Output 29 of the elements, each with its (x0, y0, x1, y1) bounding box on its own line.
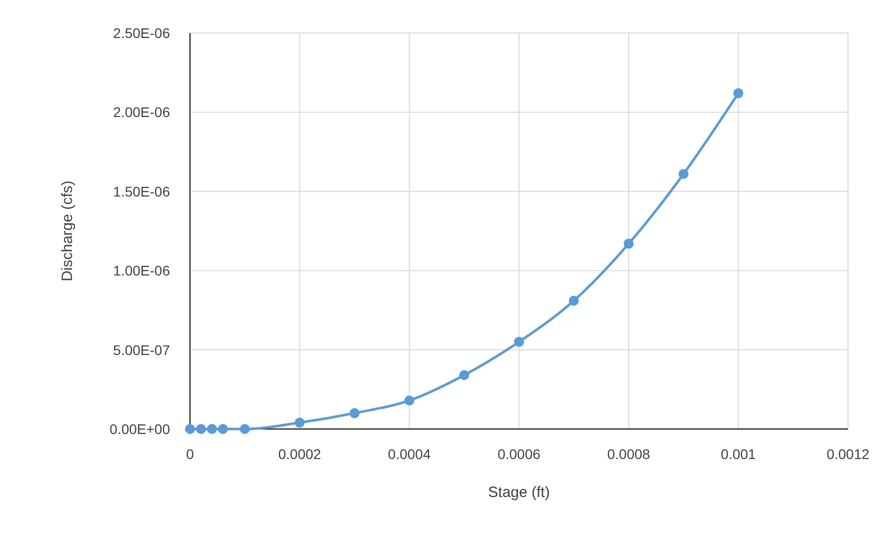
x-tick-label: 0.0006 (498, 446, 541, 462)
point (624, 238, 634, 249)
point (459, 370, 470, 380)
x-tick-label: 0.001 (720, 446, 756, 462)
x-tick-label: 0 (186, 446, 194, 462)
x-tick-label: 0.0008 (607, 446, 650, 462)
y-tick-label: 5.00E-07 (113, 342, 170, 358)
point (185, 424, 195, 434)
point (240, 424, 250, 434)
x-tick-label: 0.0002 (278, 446, 322, 462)
point (514, 336, 524, 347)
point (218, 424, 228, 434)
point (294, 418, 305, 428)
y-tick-label: 2.00E-06 (113, 104, 170, 120)
y-tick-label: 1.50E-06 (113, 183, 170, 200)
y-tick-label: 1.00E-06 (113, 262, 170, 279)
y-tick-label: 0.00E+00 (110, 421, 170, 437)
point (404, 395, 414, 406)
x-tick-label: 0.0004 (388, 446, 431, 462)
point (733, 88, 744, 98)
point (196, 424, 206, 434)
y-tick-label: 2.50E-06 (113, 25, 170, 41)
point (568, 296, 579, 306)
y-axis-title: Discharge (cfs) (59, 180, 76, 282)
point (350, 408, 360, 418)
point (678, 168, 688, 179)
x-tick-label: 0.0012 (826, 446, 870, 462)
point (206, 424, 217, 434)
x-axis-title: Stage (ft) (488, 484, 550, 501)
